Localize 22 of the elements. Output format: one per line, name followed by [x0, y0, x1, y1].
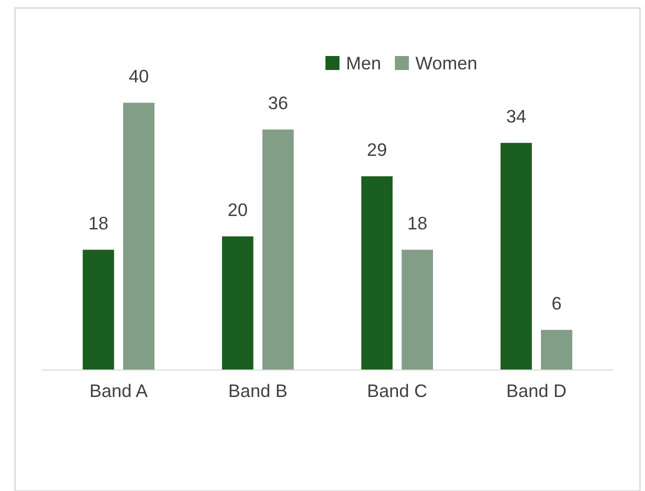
bar: [402, 250, 433, 370]
data-label: 18: [408, 216, 427, 230]
legend-label: Women: [416, 56, 476, 70]
bar: [262, 130, 294, 370]
x-tick-label: Band D: [508, 384, 566, 398]
bar: [222, 236, 254, 370]
bar: [540, 330, 572, 370]
bar: [82, 250, 114, 370]
data-label: 18: [90, 216, 108, 230]
data-label: 20: [228, 203, 248, 216]
bar: [361, 176, 393, 370]
bar: [123, 102, 154, 370]
data-label: 34: [506, 110, 526, 123]
x-tick-label: Band C: [368, 384, 427, 398]
data-label: 6: [552, 296, 561, 310]
data-label: 40: [129, 70, 148, 83]
x-tick-label: Band A: [90, 384, 148, 398]
legend-label: Men: [347, 56, 380, 70]
bar: [500, 142, 532, 370]
data-label: 36: [268, 96, 288, 110]
x-tick-label: Band B: [230, 384, 287, 398]
data-label: 29: [368, 143, 386, 156]
